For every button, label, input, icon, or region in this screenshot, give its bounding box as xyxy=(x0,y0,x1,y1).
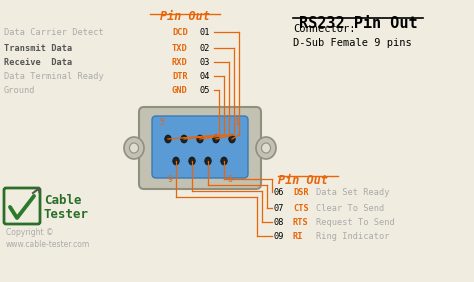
Text: RI: RI xyxy=(293,232,303,241)
Text: Ground: Ground xyxy=(4,86,36,95)
Text: RS232 Pin Out: RS232 Pin Out xyxy=(299,16,417,31)
Text: www.cable-tester.com: www.cable-tester.com xyxy=(6,240,90,249)
Text: CTS: CTS xyxy=(293,204,309,213)
Ellipse shape xyxy=(256,137,276,159)
Ellipse shape xyxy=(165,135,171,143)
FancyBboxPatch shape xyxy=(152,116,248,178)
Text: Ring Indicator: Ring Indicator xyxy=(316,232,390,241)
Ellipse shape xyxy=(129,143,138,153)
Ellipse shape xyxy=(213,135,219,143)
Text: DTR: DTR xyxy=(172,72,188,81)
Ellipse shape xyxy=(124,137,144,159)
Text: 05: 05 xyxy=(200,86,210,95)
Ellipse shape xyxy=(181,135,187,143)
Ellipse shape xyxy=(189,157,195,165)
Text: Data Terminal Ready: Data Terminal Ready xyxy=(4,72,104,81)
Text: 06: 06 xyxy=(274,188,284,197)
Ellipse shape xyxy=(173,157,179,165)
Text: D-Sub Female 9 pins: D-Sub Female 9 pins xyxy=(293,38,412,48)
Text: 5: 5 xyxy=(159,118,164,127)
Text: 01: 01 xyxy=(200,28,210,37)
Text: 03: 03 xyxy=(200,58,210,67)
Text: Cable: Cable xyxy=(44,194,82,207)
Text: 02: 02 xyxy=(200,44,210,53)
Text: Transmit Data: Transmit Data xyxy=(4,44,72,53)
FancyBboxPatch shape xyxy=(4,188,40,224)
Text: DCD: DCD xyxy=(172,28,188,37)
Text: Connector:: Connector: xyxy=(293,24,356,34)
Ellipse shape xyxy=(205,157,211,165)
Text: Data Set Ready: Data Set Ready xyxy=(316,188,390,197)
Text: Request To Send: Request To Send xyxy=(316,218,395,227)
Text: 07: 07 xyxy=(274,204,284,213)
Text: Clear To Send: Clear To Send xyxy=(316,204,384,213)
Text: 04: 04 xyxy=(200,72,210,81)
Text: 08: 08 xyxy=(274,218,284,227)
Ellipse shape xyxy=(197,135,203,143)
Text: Data Carrier Detect: Data Carrier Detect xyxy=(4,28,104,37)
FancyBboxPatch shape xyxy=(139,107,261,189)
Text: DSR: DSR xyxy=(293,188,309,197)
Ellipse shape xyxy=(221,157,227,165)
Text: Copyright ©: Copyright © xyxy=(6,228,54,237)
Text: GND: GND xyxy=(172,86,188,95)
Text: RXD: RXD xyxy=(172,58,188,67)
Text: TXD: TXD xyxy=(172,44,188,53)
Text: Pin Out: Pin Out xyxy=(278,174,328,187)
Text: Receive  Data: Receive Data xyxy=(4,58,72,67)
Text: 1: 1 xyxy=(236,118,240,127)
Text: 9: 9 xyxy=(167,175,173,184)
Text: Tester: Tester xyxy=(44,208,89,221)
Text: RTS: RTS xyxy=(293,218,309,227)
Text: 6: 6 xyxy=(228,175,233,184)
Ellipse shape xyxy=(229,135,235,143)
Ellipse shape xyxy=(262,143,271,153)
Text: 09: 09 xyxy=(274,232,284,241)
Text: Pin Out: Pin Out xyxy=(160,10,210,23)
